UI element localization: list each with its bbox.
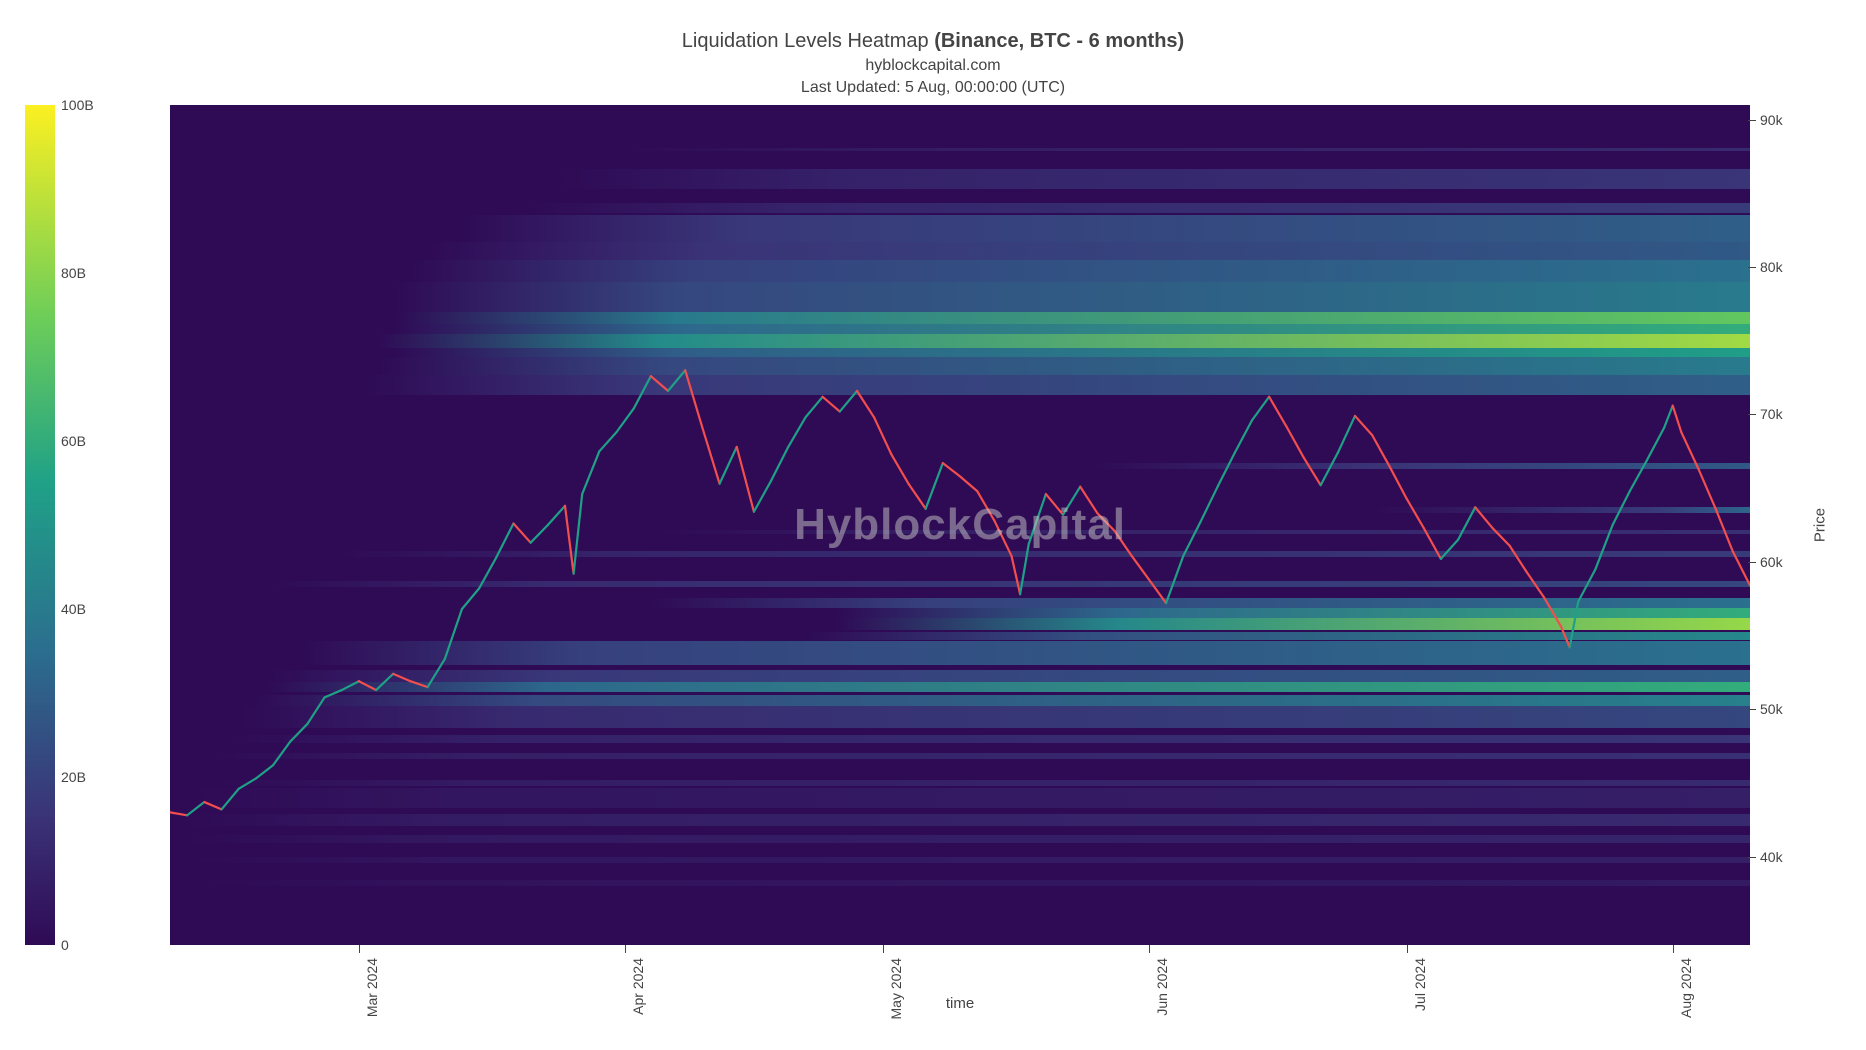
y-tick: 90k <box>1760 112 1783 128</box>
x-tick-mark <box>1407 945 1408 953</box>
chart-title: Liquidation Levels Heatmap (Binance, BTC… <box>0 30 1866 53</box>
x-tick: Apr 2024 <box>630 958 646 1015</box>
colorbar <box>25 105 55 945</box>
colorbar-tick: 20B <box>61 769 86 785</box>
y-tick: 60k <box>1760 554 1783 570</box>
x-tick-mark <box>883 945 884 953</box>
x-tick: Jul 2024 <box>1412 958 1428 1011</box>
colorbar-tick: 0 <box>61 937 69 953</box>
x-tick-mark <box>1149 945 1150 953</box>
x-tick-mark <box>625 945 626 953</box>
x-tick-mark <box>1673 945 1674 953</box>
colorbar-tick: 40B <box>61 601 86 617</box>
colorbar-tick: 60B <box>61 433 86 449</box>
title-prefix: Liquidation Levels Heatmap <box>682 30 934 52</box>
colorbar-tick: 80B <box>61 265 86 281</box>
x-tick: May 2024 <box>888 958 904 1019</box>
y-axis-label: Price <box>1812 508 1829 542</box>
colorbar-gradient <box>25 105 55 945</box>
x-tick: Aug 2024 <box>1678 958 1694 1018</box>
x-axis-label: time <box>946 995 974 1012</box>
x-tick: Mar 2024 <box>364 958 380 1017</box>
chart-title-block: Liquidation Levels Heatmap (Binance, BTC… <box>0 30 1866 97</box>
y-tick: 50k <box>1760 701 1783 717</box>
y-tick: 80k <box>1760 259 1783 275</box>
price-line <box>170 105 1750 945</box>
x-tick-mark <box>359 945 360 953</box>
y-tick: 40k <box>1760 849 1783 865</box>
title-updated: Last Updated: 5 Aug, 00:00:00 (UTC) <box>0 79 1866 97</box>
title-source: hyblockcapital.com <box>0 57 1866 75</box>
title-bold: (Binance, BTC - 6 months) <box>934 30 1184 52</box>
colorbar-tick: 100B <box>61 97 94 113</box>
chart-page: Liquidation Levels Heatmap (Binance, BTC… <box>0 0 1866 1050</box>
heatmap-plot: HyblockCapital <box>170 105 1750 945</box>
x-tick: Jun 2024 <box>1154 958 1170 1016</box>
y-tick: 70k <box>1760 406 1783 422</box>
